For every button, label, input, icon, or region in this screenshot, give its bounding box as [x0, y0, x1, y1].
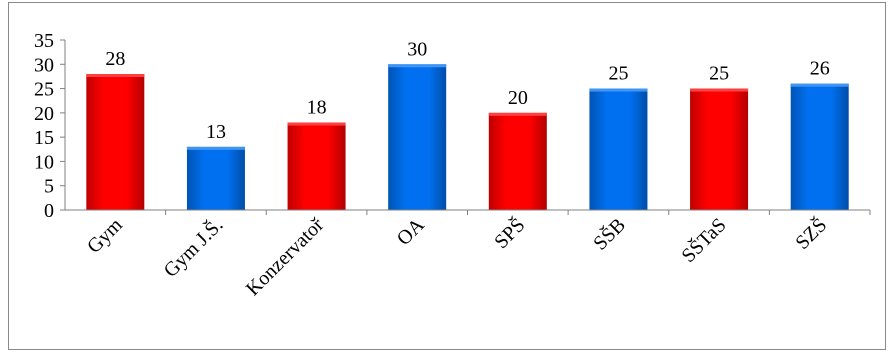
data-label: 25 [608, 63, 628, 85]
y-tick-label: 15 [34, 127, 54, 149]
bar [86, 74, 145, 210]
y-tick-label: 5 [44, 176, 54, 198]
data-label: 13 [206, 121, 226, 143]
y-tick-label: 0 [44, 200, 54, 222]
y-tick-label: 10 [34, 151, 54, 173]
category-label: SPŠ [489, 213, 530, 254]
bar [287, 122, 346, 210]
y-tick-label: 30 [34, 54, 54, 76]
data-label: 20 [508, 87, 528, 109]
bar [589, 88, 648, 210]
bar-top-highlight [790, 83, 849, 87]
y-tick-label: 25 [34, 79, 54, 101]
data-label: 25 [709, 63, 729, 85]
category-label: SŠTaS [676, 213, 731, 268]
category-label: SZŠ [790, 213, 831, 254]
category-label: Gym [83, 214, 127, 258]
category-label: Gym J.Š. [158, 213, 227, 282]
bar [488, 112, 547, 210]
bar-top-highlight [388, 64, 447, 68]
bar [690, 88, 749, 210]
category-label: SŠB [588, 213, 630, 255]
bar-top-highlight [488, 112, 547, 116]
category-label: Konzervatoř [242, 214, 328, 300]
bar [388, 64, 447, 211]
bar-top-highlight [86, 74, 145, 77]
bar-top-highlight [287, 122, 346, 126]
y-tick-label: 35 [34, 30, 54, 52]
y-tick-label: 20 [34, 103, 54, 125]
data-label: 30 [407, 38, 427, 60]
x-axis: Gym Gym J.Š. Konzervatoř OA SPŠ SŠB SŠTaS SZŠ [65, 209, 871, 300]
bar-top-highlight [589, 88, 648, 92]
bars: 28 13 18 30 20 25 25 26 [86, 38, 849, 211]
bar-top-highlight [690, 88, 749, 92]
category-label: OA [393, 214, 429, 250]
data-label: 26 [810, 58, 830, 80]
bar [186, 146, 245, 210]
data-label: 18 [307, 97, 327, 119]
data-label: 28 [105, 48, 125, 70]
bar-top-highlight [186, 146, 245, 150]
bar [790, 83, 849, 210]
